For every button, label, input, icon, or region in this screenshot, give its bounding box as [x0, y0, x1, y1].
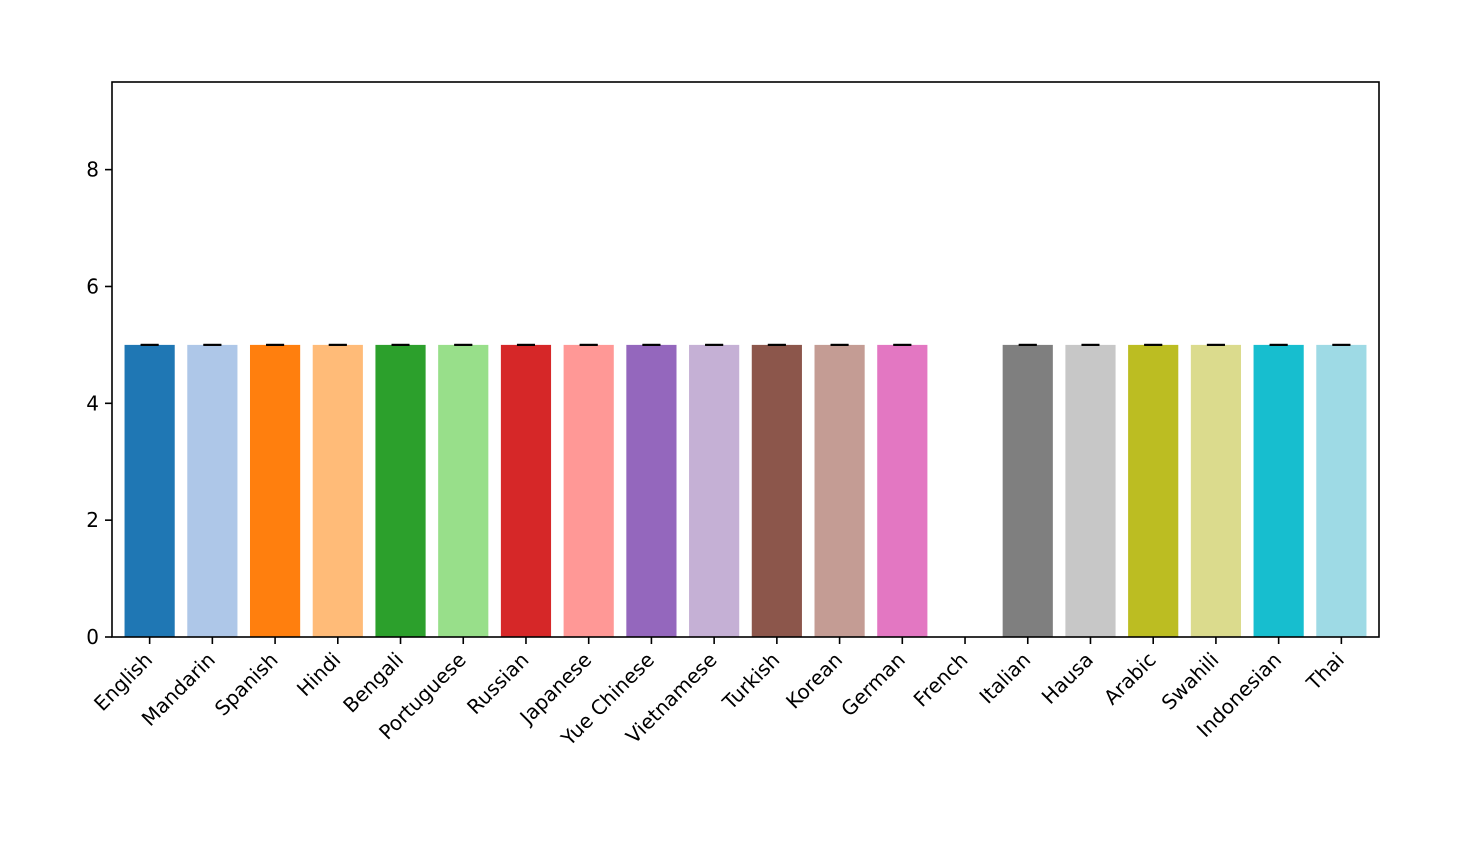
x-tick-label-hindi: Hindi: [292, 648, 345, 701]
x-tick-label-spanish: Spanish: [210, 648, 283, 721]
y-tick-label-4: 4: [86, 391, 99, 415]
bar-vietnamese: [689, 344, 740, 637]
bar-hindi: [312, 344, 363, 637]
x-tick-label-german: German: [836, 648, 910, 722]
x-tick-label-thai: Thai: [1301, 648, 1349, 696]
bars-layer: [124, 344, 1367, 637]
bar-swahili: [1190, 344, 1242, 637]
axes-layer: [111, 81, 1380, 638]
bar-turkish: [751, 344, 802, 637]
y-tick-label-8: 8: [86, 158, 99, 182]
bar-korean: [814, 344, 865, 637]
bar-russian: [500, 344, 552, 637]
bar-yue-chinese: [626, 344, 677, 637]
y-tick-label-6: 6: [86, 274, 99, 298]
bar-italian: [1002, 344, 1053, 637]
bar-mandarin: [187, 344, 238, 637]
x-tick-label-italian: Italian: [974, 648, 1035, 709]
bar-english: [124, 344, 175, 637]
y-ticks-layer: 0 2 4 6 8: [86, 158, 112, 649]
bar-bengali: [375, 344, 426, 637]
x-tick-label-arabic: Arabic: [1099, 648, 1161, 710]
x-tick-label-hausa: Hausa: [1037, 648, 1098, 709]
x-tick-label-turkish: Turkish: [717, 648, 784, 715]
bar-indonesian: [1253, 344, 1304, 637]
bar-hausa: [1065, 344, 1116, 637]
bar-german: [877, 344, 928, 637]
bar-portuguese: [438, 344, 489, 637]
y-tick-label-2: 2: [86, 508, 99, 532]
bar-thai: [1316, 344, 1367, 637]
bar-japanese: [563, 344, 614, 637]
y-tick-label-0: 0: [86, 625, 99, 649]
plot-frame: [111, 81, 1380, 638]
bar-arabic: [1128, 344, 1179, 637]
x-tick-label-french: French: [909, 648, 973, 712]
bar-spanish: [249, 344, 301, 637]
